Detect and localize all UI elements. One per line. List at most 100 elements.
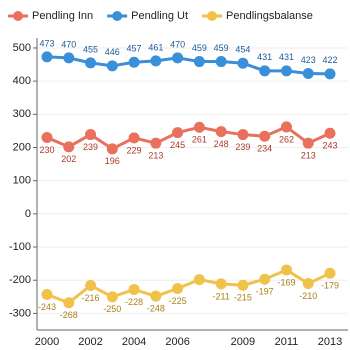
data-point	[215, 56, 227, 68]
data-point	[237, 57, 249, 69]
data-label: 422	[322, 55, 337, 65]
data-label: -215	[234, 293, 252, 303]
x-tick-label: 2013	[318, 336, 342, 348]
legend-marker	[112, 11, 123, 21]
data-label: -243	[38, 302, 56, 312]
data-label: 454	[235, 45, 250, 55]
data-point	[259, 65, 271, 77]
data-label: 230	[39, 145, 54, 155]
x-tick-label: 2011	[275, 336, 299, 348]
data-label: 470	[61, 39, 76, 49]
data-point	[237, 129, 249, 141]
data-label: 431	[257, 52, 272, 62]
y-tick-label: 300	[13, 108, 31, 120]
data-point	[128, 132, 140, 144]
data-label: -250	[103, 304, 121, 314]
data-point	[41, 132, 53, 144]
data-point	[302, 278, 314, 290]
data-label: 446	[105, 47, 120, 57]
x-tick-label: 2006	[165, 336, 189, 348]
data-point	[302, 68, 314, 80]
data-point	[280, 121, 292, 133]
data-point	[128, 284, 140, 296]
data-point	[63, 141, 75, 153]
data-label: -248	[147, 304, 165, 314]
y-tick-label: 400	[13, 75, 31, 87]
data-label: 261	[192, 135, 207, 145]
data-label: -197	[256, 287, 274, 297]
data-label: -211	[212, 291, 229, 301]
legend-label: Pendling Inn	[32, 10, 93, 22]
data-point	[193, 121, 205, 133]
data-label: -210	[299, 291, 317, 301]
legend-label: Pendling Ut	[131, 10, 188, 22]
data-point	[63, 52, 75, 64]
data-point	[172, 283, 184, 295]
data-point	[193, 56, 205, 68]
data-label: -169	[277, 277, 295, 287]
data-label: 234	[257, 144, 272, 154]
y-tick-label: 500	[13, 42, 31, 54]
data-point	[259, 273, 271, 285]
data-point	[106, 60, 118, 72]
data-point	[106, 143, 118, 155]
data-label: 473	[39, 38, 54, 48]
data-label: 213	[148, 151, 163, 161]
data-point	[172, 52, 184, 64]
data-label: 229	[127, 145, 142, 155]
x-tick-label: 2002	[78, 336, 102, 348]
data-label: -268	[60, 310, 78, 320]
data-label: 262	[279, 134, 294, 144]
data-point	[85, 280, 97, 292]
data-point	[150, 137, 162, 149]
data-point	[41, 51, 53, 63]
data-label: 459	[214, 43, 229, 53]
data-point	[302, 137, 314, 149]
data-label: 455	[83, 44, 98, 54]
y-tick-label: -300	[9, 307, 31, 319]
data-point	[193, 274, 205, 286]
data-label: 202	[61, 154, 76, 164]
x-tick-label: 2009	[231, 336, 255, 348]
data-label: -228	[125, 297, 143, 307]
data-label: 213	[301, 151, 316, 161]
data-label: 248	[214, 139, 229, 149]
y-tick-label: -200	[9, 274, 31, 286]
y-tick-label: 0	[25, 208, 31, 220]
data-point	[128, 56, 140, 68]
y-tick-label: 200	[13, 141, 31, 153]
data-point	[41, 288, 53, 300]
data-label: 459	[192, 43, 207, 53]
x-tick-label: 2004	[122, 336, 146, 348]
data-label: 243	[322, 141, 337, 151]
data-label: 245	[170, 140, 185, 150]
data-label: -216	[82, 293, 100, 303]
legend-marker	[13, 11, 23, 21]
data-point	[150, 290, 162, 302]
data-label: 470	[170, 39, 185, 49]
data-point	[237, 279, 249, 291]
data-point	[280, 65, 292, 77]
data-point	[324, 267, 336, 279]
legend-marker	[207, 11, 218, 21]
data-label: -179	[321, 281, 339, 291]
data-point	[106, 291, 118, 303]
data-point	[85, 129, 97, 141]
data-label: 196	[105, 156, 120, 166]
data-point	[259, 130, 271, 142]
data-label: 431	[279, 52, 294, 62]
y-tick-label: 100	[13, 175, 31, 187]
legend-label: Pendlingsbalanse	[226, 10, 313, 22]
data-point	[280, 264, 292, 276]
data-point	[324, 127, 336, 139]
data-point	[215, 278, 227, 290]
data-label: 239	[235, 142, 250, 152]
data-label: 461	[148, 42, 163, 52]
data-point	[85, 57, 97, 69]
data-point	[172, 127, 184, 139]
x-tick-label: 2000	[35, 336, 59, 348]
data-point	[215, 126, 227, 138]
data-label: 423	[301, 55, 316, 65]
y-tick-label: -100	[9, 241, 31, 253]
